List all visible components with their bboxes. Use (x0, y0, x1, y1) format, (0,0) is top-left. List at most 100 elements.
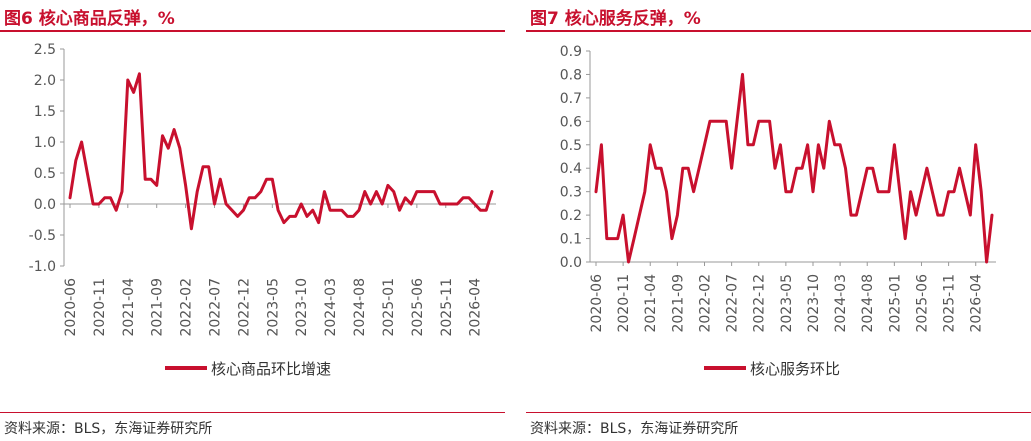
data-point (611, 237, 614, 240)
data-point (953, 190, 956, 193)
data-point (352, 215, 355, 218)
data-point (410, 203, 413, 206)
data-point (692, 190, 695, 193)
data-point (849, 214, 852, 217)
data-point (230, 209, 233, 212)
data-point (969, 214, 972, 217)
data-point (253, 196, 256, 199)
legend-label: 核心服务环比 (750, 360, 840, 378)
data-point (334, 209, 337, 212)
data-point (277, 209, 280, 212)
data-point (822, 167, 825, 170)
data-point (947, 190, 950, 193)
x-tick-label: 2023-10 (806, 274, 822, 333)
y-tick-label: 0.0 (34, 197, 56, 213)
data-point (196, 190, 199, 193)
x-tick-label: 2025-01 (887, 274, 903, 333)
data-point (649, 143, 652, 146)
data-point (467, 196, 470, 199)
x-tick-label: 2025-06 (914, 274, 930, 333)
x-tick-label: 2025-06 (410, 278, 426, 337)
x-tick-label: 2023-05 (779, 274, 795, 333)
data-point (375, 190, 378, 193)
data-point (173, 128, 176, 131)
data-point (340, 209, 343, 212)
data-point (730, 167, 733, 170)
data-point (392, 190, 395, 193)
data-point (317, 221, 320, 224)
y-tick-label: 0.5 (34, 166, 56, 182)
data-point (638, 214, 641, 217)
data-point (866, 167, 869, 170)
x-tick-label: 2022-07 (725, 274, 741, 333)
data-point (109, 196, 112, 199)
source-note: 资料来源：BLS，东海证券研究所 (4, 421, 213, 437)
data-point (595, 190, 598, 193)
data-point (369, 203, 372, 206)
data-point (438, 203, 441, 206)
data-point (300, 203, 303, 206)
data-point (844, 167, 847, 170)
x-tick-label: 2023-05 (265, 278, 281, 337)
data-point (811, 190, 814, 193)
data-point (698, 167, 701, 170)
data-point (311, 209, 314, 212)
y-tick-label: 1.0 (34, 135, 56, 151)
x-tick-label: 2024-03 (323, 278, 339, 337)
data-point (225, 203, 228, 206)
x-tick-label: 2026-04 (468, 278, 484, 337)
y-tick-label: 0.7 (560, 91, 582, 107)
data-point (138, 72, 141, 75)
data-point (654, 167, 657, 170)
x-tick-label: 2020-11 (616, 274, 632, 333)
data-point (86, 172, 89, 175)
y-tick-label: 0.5 (560, 138, 582, 154)
data-point (404, 196, 407, 199)
data-point (736, 120, 739, 123)
data-point (444, 203, 447, 206)
data-point (184, 184, 187, 187)
data-point (306, 215, 309, 218)
left-panel: 图6 核心商品反弹，% 2.5 2.0 1.5 1.0 0.5 0.0 -0.5 -1.0 20… (0, 0, 505, 441)
x-tick-label: 2022-12 (752, 274, 768, 333)
data-point (421, 190, 424, 193)
x-tick-label: 2025-01 (381, 278, 397, 337)
data-point (958, 167, 961, 170)
data-point (980, 190, 983, 193)
data-point (774, 167, 777, 170)
source-note: 资料来源：BLS，东海证券研究所 (530, 421, 739, 437)
data-point (161, 134, 164, 137)
data-point (92, 203, 95, 206)
data-point (779, 143, 782, 146)
source-rule (0, 412, 505, 413)
data-point (665, 190, 668, 193)
data-point (381, 203, 384, 206)
data-point (942, 214, 945, 217)
y-tick-label: 0.1 (560, 232, 582, 248)
data-point (294, 215, 297, 218)
data-point (201, 165, 204, 168)
data-point (887, 190, 890, 193)
data-point (103, 196, 106, 199)
data-point (632, 237, 635, 240)
data-point (265, 178, 268, 181)
data-point (660, 167, 663, 170)
chart-title: 图6 核心商品反弹，% (4, 9, 175, 29)
y-tick-label: 0.9 (560, 44, 582, 60)
data-point (167, 147, 170, 150)
series-line (594, 72, 994, 264)
data-point (882, 190, 885, 193)
data-point (155, 184, 158, 187)
data-point (282, 221, 285, 224)
data-point (600, 143, 603, 146)
data-point (363, 190, 366, 193)
data-point (909, 190, 912, 193)
data-point (236, 215, 239, 218)
x-tick-label: 2022-02 (179, 278, 195, 337)
x-tick-label: 2022-02 (697, 274, 713, 333)
x-tick-label: 2024-03 (833, 274, 849, 333)
data-point (963, 190, 966, 193)
x-tick-label: 2021-09 (150, 278, 166, 337)
data-point (74, 159, 77, 162)
data-point (985, 261, 988, 264)
